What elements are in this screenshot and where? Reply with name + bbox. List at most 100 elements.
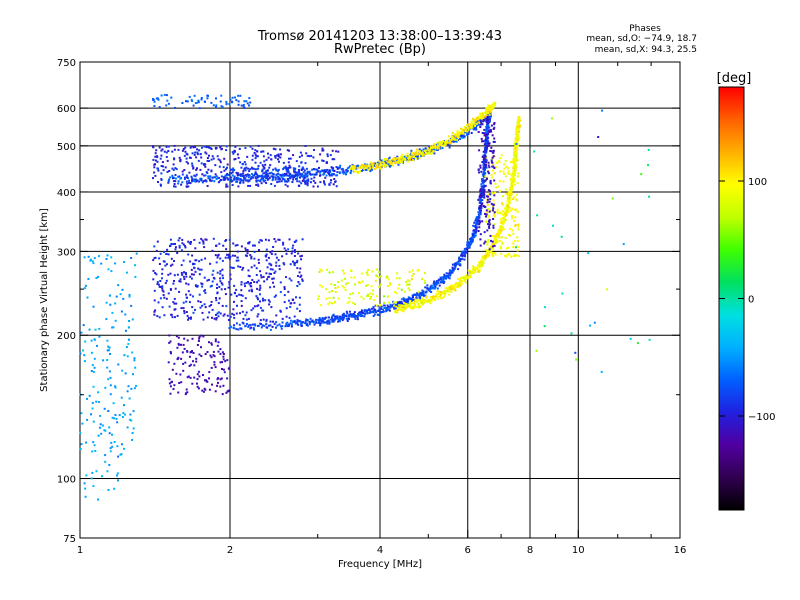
echo-point [494, 101, 497, 104]
echo-point [223, 157, 226, 160]
echo-point [219, 146, 222, 149]
echo-point [250, 309, 253, 312]
echo-point [514, 198, 517, 201]
echo-point [513, 142, 516, 145]
echo-point [453, 267, 456, 270]
echo-point [219, 280, 222, 283]
echo-point [121, 443, 123, 446]
echo-point [478, 226, 481, 229]
echo-point [479, 221, 482, 224]
echo-point [265, 323, 268, 326]
echo-point [462, 135, 465, 138]
echo-point [201, 239, 204, 242]
grid [80, 62, 680, 538]
echo-point [433, 152, 436, 155]
echo-point [231, 171, 234, 174]
echo-point [395, 305, 398, 308]
echo-point [179, 373, 182, 376]
echo-point [248, 179, 251, 182]
echo-point [179, 159, 182, 162]
echo-point [485, 117, 488, 120]
echo-point [107, 345, 110, 348]
echo-point [512, 159, 515, 162]
echo-point [264, 299, 267, 302]
echo-point [364, 166, 367, 169]
echo-point [484, 142, 487, 145]
x-tick-label: 1 [77, 545, 83, 556]
echo-point [476, 117, 479, 119]
echo-point [457, 262, 460, 265]
echo-point [80, 331, 83, 334]
echo-point [183, 337, 186, 340]
echo-point [109, 353, 111, 355]
echo-point [260, 326, 263, 329]
echo-point [111, 416, 114, 419]
echo-point [304, 162, 307, 165]
echo-point [352, 312, 355, 315]
echo-point [214, 176, 216, 179]
echo-point [469, 243, 472, 246]
echo-point [283, 166, 286, 169]
echo-point [482, 191, 485, 194]
echo-point [429, 287, 432, 290]
echo-point [483, 159, 486, 162]
echo-point [236, 176, 238, 179]
echo-point [363, 165, 366, 168]
echo-point [247, 180, 250, 183]
echo-point [343, 272, 345, 275]
echo-point [215, 313, 217, 316]
echo-point [465, 274, 468, 276]
echo-point [91, 450, 94, 453]
echo-point [487, 170, 490, 173]
echo-point [185, 388, 188, 391]
echo-point [184, 146, 187, 149]
echo-point [194, 146, 197, 148]
echo-point [416, 292, 419, 295]
echo-point [349, 167, 352, 170]
echo-point [206, 97, 209, 100]
echo-point [507, 205, 510, 208]
echo-point [159, 285, 162, 288]
echo-point [501, 217, 504, 219]
echo-point [511, 187, 514, 190]
echo-point [133, 357, 136, 360]
echo-point [366, 310, 368, 313]
echo-point [472, 229, 475, 232]
echo-point [454, 138, 456, 141]
y-tick-label: 500 [57, 142, 76, 153]
echo-point [288, 164, 291, 167]
echo-point [196, 378, 199, 381]
echo-point [205, 171, 208, 174]
echo-point [454, 266, 457, 269]
echo-point [514, 163, 517, 166]
echo-point [533, 150, 536, 153]
echo-point [338, 315, 341, 318]
echo-point [117, 284, 120, 287]
echo-point [261, 176, 264, 179]
echo-point [371, 162, 374, 165]
echo-point [181, 173, 184, 176]
echo-point [220, 179, 222, 181]
echo-point [238, 174, 241, 177]
echo-point [192, 146, 195, 149]
echo-point [221, 361, 224, 364]
echo-point [154, 256, 157, 259]
echo-point [186, 339, 189, 342]
echo-point [251, 147, 254, 150]
echo-point [116, 445, 119, 448]
echo-point [498, 161, 501, 164]
echo-point [421, 152, 424, 155]
echo-point [210, 169, 213, 172]
echo-point [221, 304, 224, 307]
echo-point [310, 154, 313, 157]
echo-point [92, 441, 95, 444]
echo-point [182, 243, 185, 246]
echo-point [278, 268, 281, 271]
echo-point [514, 159, 517, 162]
echo-point [499, 247, 502, 250]
echo-point [346, 170, 349, 173]
echo-point [516, 133, 519, 136]
echo-point [120, 453, 123, 456]
echo-point [332, 314, 335, 317]
